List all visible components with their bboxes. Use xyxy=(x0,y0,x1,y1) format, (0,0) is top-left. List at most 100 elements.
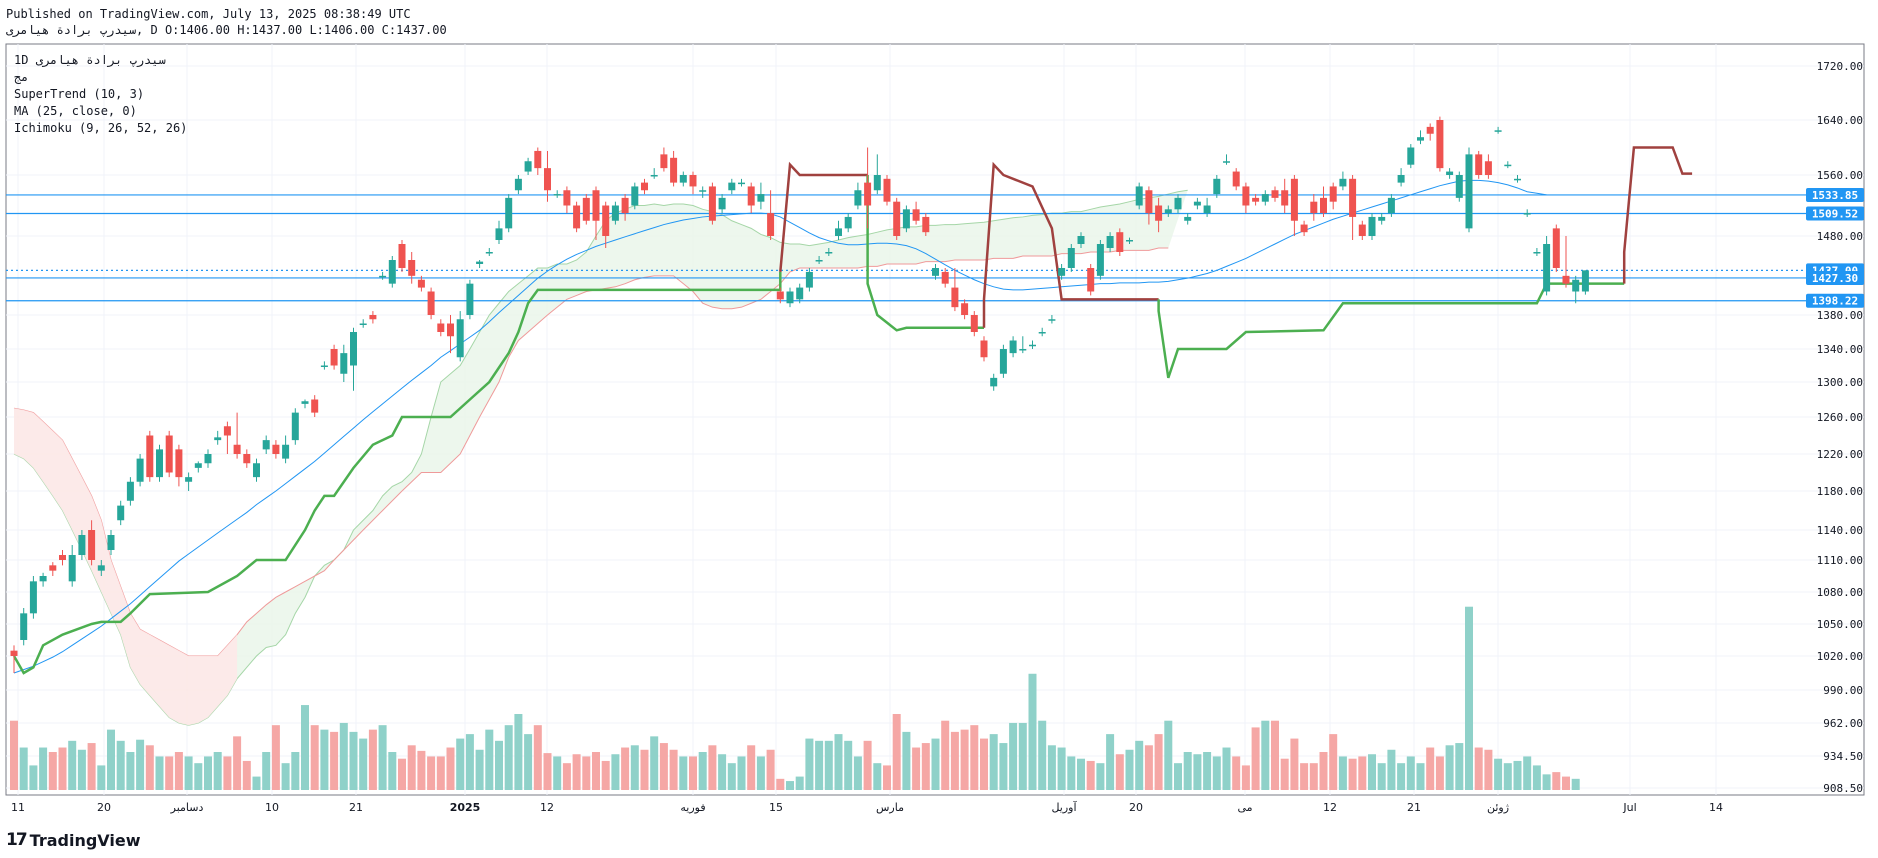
candle-body xyxy=(1009,340,1017,354)
price-tick-label: 1140.00 xyxy=(1817,524,1863,537)
candle-body xyxy=(78,535,86,555)
candle-body xyxy=(689,175,697,187)
price-tick-label: 1300.00 xyxy=(1817,376,1863,389)
supertrend-line xyxy=(982,161,1159,328)
volume-bar xyxy=(1203,752,1212,790)
time-tick-label: می xyxy=(1237,801,1252,814)
candle-body xyxy=(1417,137,1424,141)
candle-body xyxy=(1436,120,1444,169)
volume-bar xyxy=(184,756,193,790)
candle-body xyxy=(951,287,959,308)
volume-bar xyxy=(378,725,387,790)
legend-ma[interactable]: MA (25, close, 0) xyxy=(14,104,137,118)
volume-bar xyxy=(1086,760,1095,790)
time-tick-label: 14 xyxy=(1709,801,1723,814)
time-tick-label: 21 xyxy=(1407,801,1421,814)
volume-bar xyxy=(174,752,183,790)
candle-body xyxy=(350,332,357,366)
volume-bar xyxy=(456,738,465,790)
time-tick-label: 15 xyxy=(769,801,783,814)
indicator-legend: 1D سيدرپ برادة هيامرى مج SuperTrend (10,… xyxy=(14,52,187,137)
volume-bar xyxy=(572,754,581,790)
candle-body xyxy=(282,444,290,459)
volume-bar xyxy=(815,740,824,790)
legend-supertrend[interactable]: SuperTrend (10, 3) xyxy=(14,87,145,101)
candle-body xyxy=(39,576,47,582)
candle-body xyxy=(563,190,571,206)
candle-body xyxy=(1019,349,1027,351)
volume-bar xyxy=(116,740,125,790)
candle-body xyxy=(708,186,716,221)
candle-body xyxy=(582,197,590,221)
volume-bar xyxy=(1562,776,1570,790)
volume-bar xyxy=(776,778,785,790)
legend-symbol[interactable]: 1D سيدرپ برادة هيامرى xyxy=(14,53,166,67)
volume-bar xyxy=(921,743,930,790)
candle-body xyxy=(447,323,454,337)
volume-bar xyxy=(873,763,882,790)
price-tick-label: 1640.00 xyxy=(1817,114,1863,127)
candle-body xyxy=(1058,268,1066,276)
candle-body xyxy=(379,275,387,278)
volume-bar xyxy=(679,756,688,790)
volume-bar xyxy=(970,725,979,790)
candle-body xyxy=(1533,252,1541,254)
candle-body xyxy=(1407,147,1415,165)
volume-bar xyxy=(330,731,339,790)
candle-body xyxy=(1349,178,1357,217)
candle-body xyxy=(718,197,726,210)
volume-bar xyxy=(950,731,959,790)
time-tick-label: 2025 xyxy=(450,801,481,814)
time-tick-label: 20 xyxy=(97,801,111,814)
time-tick-label: مارس xyxy=(876,801,904,814)
candle-body xyxy=(747,186,755,206)
candle-body xyxy=(243,454,251,464)
volume-bar xyxy=(504,725,513,790)
candle-body xyxy=(1174,197,1182,210)
candle-body xyxy=(796,287,804,300)
candle-body xyxy=(844,216,852,229)
volume-bar xyxy=(1348,758,1357,790)
time-tick-label: Jul xyxy=(1622,801,1636,814)
candle-body xyxy=(514,178,522,191)
volume-bar xyxy=(1241,765,1250,790)
candle-body xyxy=(1193,201,1201,206)
candle-body xyxy=(204,454,212,464)
tv-logo-icon: 17 xyxy=(6,830,28,850)
volume-bar xyxy=(475,749,484,790)
volume-bar xyxy=(29,765,38,790)
candle-body xyxy=(738,182,745,185)
price-tick-label: 962.00 xyxy=(1823,717,1863,730)
supertrend-line xyxy=(12,271,782,675)
volume-bar xyxy=(359,738,368,790)
candle-body xyxy=(1514,178,1521,181)
candle-body xyxy=(602,205,610,236)
candle-body xyxy=(233,444,241,454)
volume-bar xyxy=(989,734,998,790)
volume-bar xyxy=(912,747,921,790)
volume-bar xyxy=(1397,763,1406,790)
candle-body xyxy=(126,481,134,501)
candle-body xyxy=(214,437,222,441)
volume-bar xyxy=(582,756,591,790)
candle-body xyxy=(1232,171,1240,187)
legend-ichimoku[interactable]: Ichimoku (9, 26, 52, 26) xyxy=(14,121,188,135)
candle-body xyxy=(922,216,930,233)
volume-bar xyxy=(698,752,707,790)
candle-body xyxy=(1562,275,1570,284)
candle-body xyxy=(1484,161,1492,175)
candle-body xyxy=(1523,213,1531,215)
candle-body xyxy=(495,228,503,240)
candle-body xyxy=(1426,126,1434,134)
candle-body xyxy=(107,535,115,550)
volume-bar xyxy=(1329,734,1338,790)
volume-bar xyxy=(1513,760,1522,790)
ichimoku-cloud-bear xyxy=(14,408,238,726)
volume-bar xyxy=(465,734,474,790)
candle-body xyxy=(553,194,561,196)
volume-bar xyxy=(68,740,77,790)
candle-body xyxy=(660,154,668,169)
volume-bar xyxy=(1251,727,1260,790)
candle-body xyxy=(1465,154,1473,229)
